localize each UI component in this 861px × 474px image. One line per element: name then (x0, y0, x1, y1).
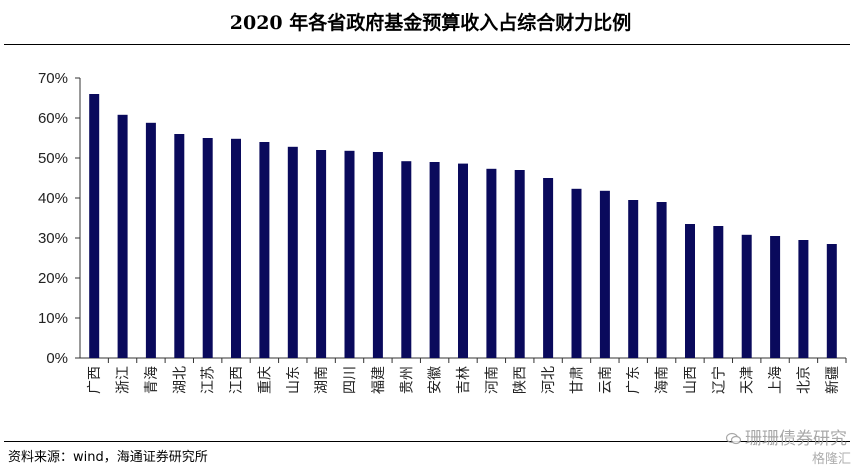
bars (89, 94, 837, 358)
category-label: 陕西 (513, 366, 529, 394)
category-label: 四川 (343, 366, 359, 394)
bar-2 (145, 122, 156, 358)
wechat-icon (726, 432, 741, 445)
category-label: 北京 (796, 366, 812, 394)
bar-3 (174, 134, 185, 358)
bar-26 (826, 244, 837, 358)
category-label: 浙江 (116, 366, 132, 394)
bar-1 (117, 114, 128, 358)
bar-10 (372, 152, 383, 358)
y-tick-label: 0% (46, 350, 68, 367)
bar-4 (202, 138, 213, 358)
category-label: 山东 (286, 366, 302, 394)
category-label: 上海 (768, 366, 784, 394)
category-label: 广东 (626, 366, 642, 394)
category-label: 天津 (740, 366, 756, 394)
category-label: 贵州 (399, 366, 415, 394)
bar-15 (514, 170, 525, 358)
bar-11 (401, 161, 412, 358)
category-label: 江西 (229, 366, 245, 394)
category-label: 广西 (87, 366, 103, 394)
watermark-site-text: 格隆汇 (811, 452, 851, 467)
x-axis-labels: 广西 浙江 青海 湖北 江苏 江西 重庆 山东 湖南 四川 福建 贵州 安徽 吉林 河南 陕西 河北 甘肃 云南 广东… (87, 358, 847, 394)
category-label: 江苏 (201, 366, 217, 394)
y-tick-label: 10% (38, 310, 68, 327)
bar-9 (344, 150, 355, 358)
y-axis: 0% 10% 20% 30% 40% 50% 60% 70% (38, 70, 846, 367)
bar-23 (741, 234, 752, 358)
watermark-account: 珊珊债券研究 (726, 424, 847, 449)
y-tick-label: 70% (38, 70, 68, 87)
category-label: 青海 (144, 366, 160, 394)
source-note: 资料来源：wind，海通证券研究所 (8, 450, 208, 465)
bar-12 (429, 162, 440, 358)
title-divider (4, 44, 850, 45)
category-label: 山西 (683, 366, 699, 394)
y-tick-label: 40% (38, 190, 68, 207)
y-tick-label: 50% (38, 150, 68, 167)
bar-16 (543, 178, 554, 358)
category-label: 甘肃 (569, 366, 585, 394)
category-label: 河南 (484, 366, 500, 394)
category-label: 辽宁 (710, 366, 727, 394)
bar-18 (599, 190, 610, 358)
bar-20 (656, 202, 667, 358)
chart-title: 2020 年各省政府基金预算收入占综合财力比例 (229, 12, 632, 34)
category-label: 河北 (541, 366, 557, 394)
bar-21 (685, 224, 695, 358)
bar-22 (713, 226, 724, 358)
y-tick-label: 60% (38, 110, 68, 127)
watermark-text: 珊珊债券研究 (745, 429, 847, 449)
watermark-site: 格隆汇 (812, 448, 851, 467)
bar-17 (571, 188, 582, 358)
bar-5 (231, 138, 241, 358)
category-label: 云南 (598, 366, 614, 394)
bar-chart: 0% 10% 20% 30% 40% 50% 60% 70% 广西 浙江 青海 湖北 江苏 江西 重庆 山东… (38, 70, 847, 394)
category-label: 湖南 (314, 366, 330, 394)
category-label: 安徽 (428, 366, 444, 394)
bar-19 (628, 200, 639, 358)
category-label: 吉林 (456, 366, 472, 394)
category-label: 福建 (371, 366, 387, 394)
category-label: 海南 (655, 366, 671, 394)
bar-8 (316, 150, 327, 358)
source-divider (4, 441, 850, 442)
bar-25 (798, 240, 809, 358)
bar-0 (89, 94, 100, 358)
bar-13 (458, 163, 468, 358)
bar-6 (259, 142, 270, 358)
y-tick-label: 30% (38, 230, 68, 247)
category-label: 新疆 (825, 366, 841, 394)
category-label: 重庆 (257, 366, 273, 394)
bar-24 (770, 236, 781, 358)
bar-14 (486, 168, 497, 358)
category-label: 湖北 (172, 366, 188, 394)
y-tick-label: 20% (38, 270, 68, 287)
bar-7 (287, 146, 298, 358)
